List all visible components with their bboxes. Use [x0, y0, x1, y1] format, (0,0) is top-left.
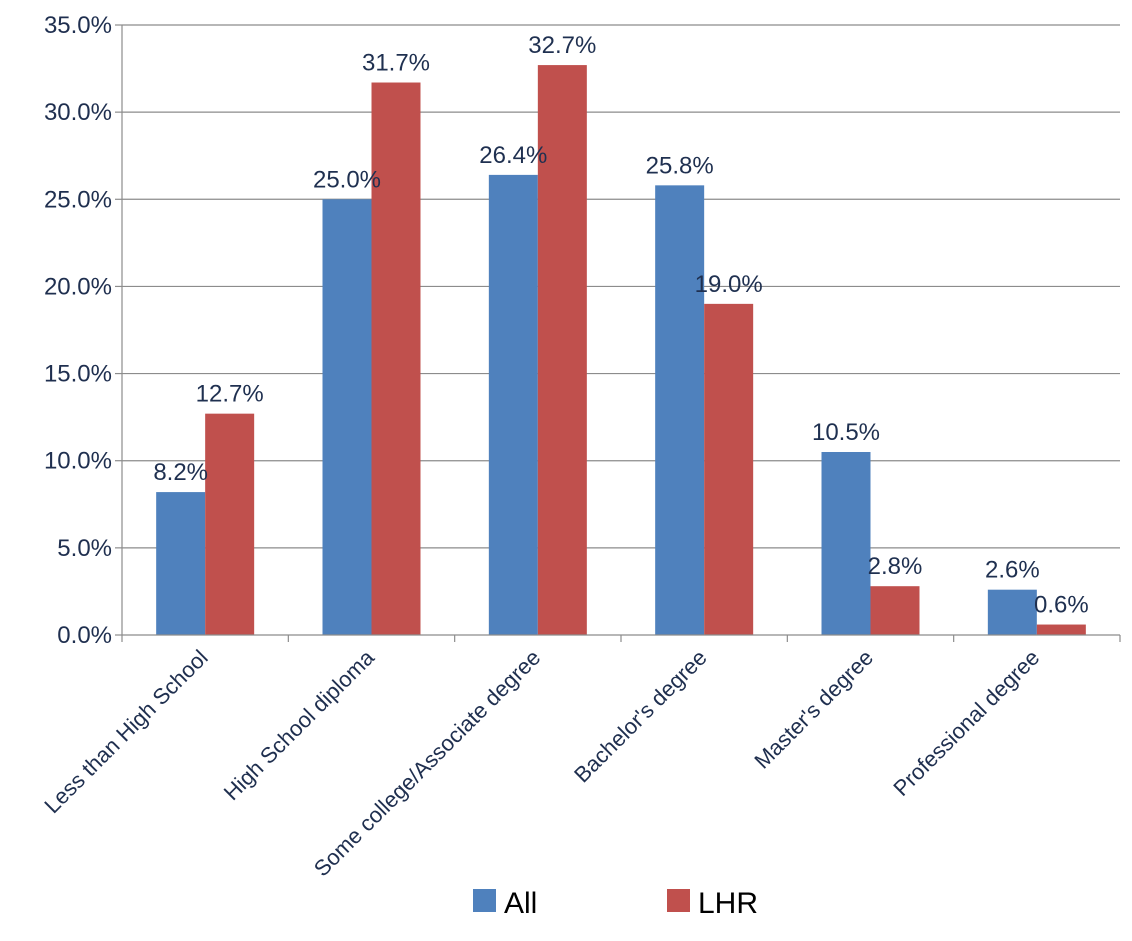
- legend-label-lhr: LHR: [698, 887, 758, 920]
- legend-label-all: All: [504, 887, 537, 920]
- legend: All LHR: [473, 887, 758, 920]
- data-label: 2.6%: [985, 557, 1040, 584]
- data-labels: 8.2% 12.7% 25.0% 31.7% 26.4% 32.7% 25.8% 19.0% 1…: [153, 32, 1088, 618]
- bars: [156, 65, 1086, 636]
- x-category-label: High School diploma: [219, 644, 380, 805]
- bar-lhr: [870, 586, 920, 635]
- bar-all: [821, 452, 871, 635]
- x-category-label: Less than High School: [39, 645, 212, 818]
- x-category-label: Professional degree: [888, 645, 1044, 801]
- bar-lhr: [1036, 624, 1086, 635]
- bar-all: [488, 174, 538, 635]
- bar-all: [655, 185, 705, 636]
- data-label: 26.4%: [479, 142, 547, 169]
- y-tick-label: 25.0%: [44, 186, 112, 213]
- y-tick-label: 5.0%: [57, 535, 112, 562]
- bar-lhr: [205, 413, 255, 635]
- data-label: 25.0%: [313, 166, 381, 193]
- bar-all: [987, 589, 1037, 635]
- legend-swatch-lhr: [667, 889, 690, 912]
- legend-swatch-all: [473, 889, 496, 912]
- bar-lhr: [537, 65, 587, 636]
- y-tick-label: 0.0%: [57, 622, 112, 649]
- axes: [115, 24, 1121, 642]
- x-category-label: Bachelor's degree: [569, 645, 712, 788]
- y-tick-label: 20.0%: [44, 273, 112, 300]
- x-category-label: Master's degree: [749, 645, 878, 774]
- data-label: 25.8%: [646, 152, 714, 179]
- y-tick-label: 35.0%: [44, 12, 112, 39]
- bar-all: [322, 199, 372, 636]
- bar-lhr: [704, 303, 754, 635]
- bar-all: [156, 492, 206, 635]
- data-label: 2.8%: [868, 553, 923, 580]
- data-label: 32.7%: [528, 32, 596, 59]
- data-label: 8.2%: [153, 459, 208, 486]
- data-label: 12.7%: [196, 381, 264, 408]
- data-label: 31.7%: [362, 50, 430, 77]
- y-tick-label: 15.0%: [44, 361, 112, 388]
- data-label: 10.5%: [812, 419, 880, 446]
- x-category-labels: Less than High School High School diploma…: [39, 644, 1044, 881]
- y-tick-label: 30.0%: [44, 99, 112, 126]
- bar-lhr: [371, 82, 421, 635]
- gridlines: [122, 24, 1120, 549]
- y-tick-label: 10.0%: [44, 448, 112, 475]
- data-label: 0.6%: [1034, 592, 1089, 619]
- data-label: 19.0%: [695, 271, 763, 298]
- y-tick-labels: 0.0% 5.0% 10.0% 15.0% 20.0% 25.0% 30.0% 35.0%: [44, 12, 112, 649]
